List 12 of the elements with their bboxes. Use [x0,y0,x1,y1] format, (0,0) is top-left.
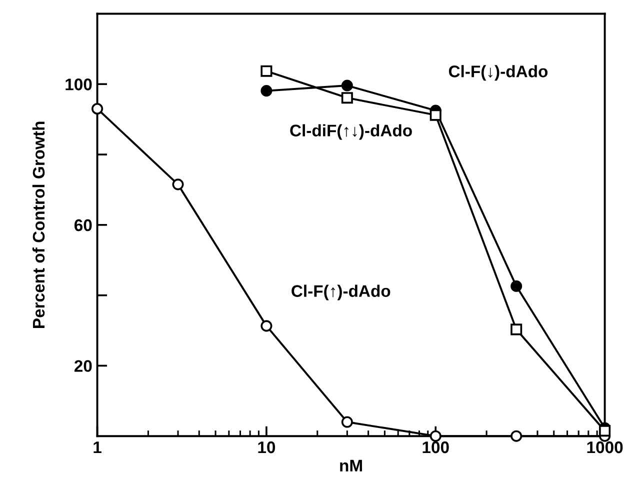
series-label: Cl-F(↑)-dAdo [292,284,390,300]
y-axis-title: Percent of Control Growth [32,122,45,328]
y-tick-label: 60 [74,219,92,232]
y-tick-label: 20 [74,360,92,372]
x-tick-label: 10 [258,441,276,454]
x-tick-label: 1 [94,442,102,454]
series-label: Cl-diF(↑↓)-dAdo [290,124,412,140]
y-tick-label: 100 [66,78,92,90]
x-axis-title: nM [340,460,362,472]
series-label: Cl-F(↓)-dAdo [448,65,548,81]
x-tick-label: 1000 [587,441,623,454]
x-tick-label: 100 [422,441,449,454]
